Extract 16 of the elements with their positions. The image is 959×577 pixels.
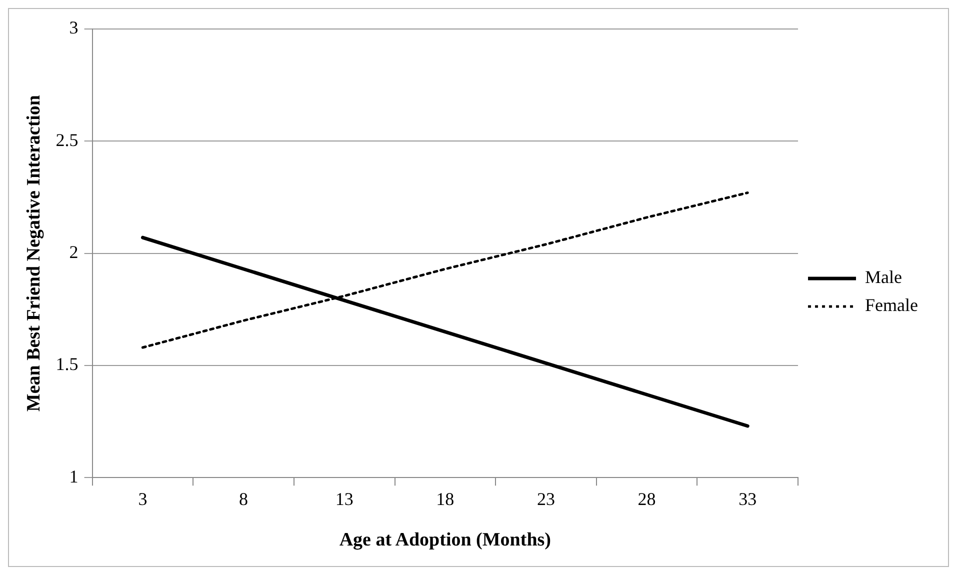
y-tick-label: 1 xyxy=(69,466,78,486)
y-tick-label: 2 xyxy=(69,242,78,262)
y-tick-label: 2.5 xyxy=(56,130,78,150)
y-tick-label: 3 xyxy=(69,18,78,38)
y-tick-label: 1.5 xyxy=(56,354,78,374)
x-tick-label: 23 xyxy=(536,489,555,510)
legend-label: Male xyxy=(865,267,902,288)
x-tick-label: 13 xyxy=(335,489,354,510)
y-axis-title: Mean Best Friend Negative Interaction xyxy=(23,94,44,412)
x-axis-title: Age at Adoption (Months) xyxy=(339,530,551,551)
x-tick-label: 28 xyxy=(638,489,656,510)
x-tick-label: 18 xyxy=(436,489,454,510)
x-tick-label: 3 xyxy=(138,489,148,510)
x-tick-label: 8 xyxy=(239,489,248,510)
legend-label: Female xyxy=(865,295,918,316)
x-tick-label: 33 xyxy=(738,489,757,510)
